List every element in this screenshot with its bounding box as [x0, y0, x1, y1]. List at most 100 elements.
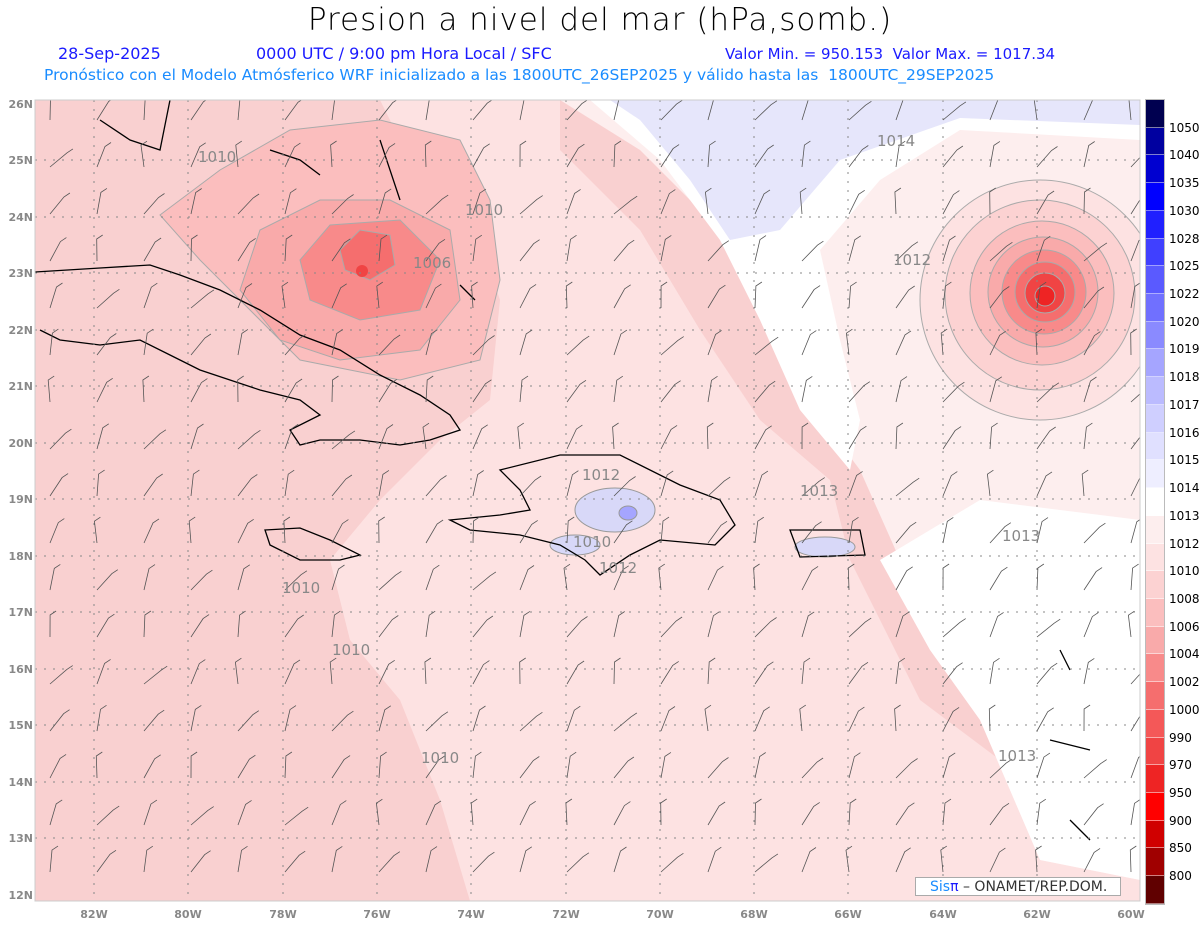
wind-barb [707, 520, 728, 544]
wind-barb [472, 335, 495, 356]
wind-barb [190, 751, 198, 779]
wind-barb [143, 845, 154, 873]
wind-barb [989, 286, 1010, 309]
wind-barb [331, 329, 343, 356]
lat-label: 16N [8, 663, 33, 676]
wind-barb [237, 710, 260, 732]
wind-barb [566, 189, 581, 215]
wind-barb [96, 333, 117, 356]
wind-barb [472, 234, 483, 262]
lat-label: 19N [8, 493, 33, 506]
wind-barb [49, 799, 63, 826]
wind-barb [143, 237, 162, 262]
wind-barb [989, 612, 1004, 638]
wind-barb [49, 428, 72, 450]
lat-label: 14N [8, 776, 33, 789]
wind-barb [707, 375, 718, 403]
wind-barb [284, 469, 295, 497]
wind-barb [660, 425, 678, 450]
wind-barb [613, 756, 635, 779]
contour-label: 1010 [282, 579, 320, 597]
wind-barb [707, 846, 722, 873]
wind-barb [566, 379, 587, 403]
wind-barb [801, 802, 820, 826]
wind-barb [331, 100, 335, 121]
wind-barb [284, 378, 303, 403]
colorbar-bin: 850 [1146, 820, 1192, 855]
wind-barb [519, 611, 531, 638]
wind-barb [942, 190, 960, 215]
wind-barb [1130, 156, 1140, 168]
colorbar-bin: 900 [1146, 792, 1192, 828]
colorbar-bin: 1000 [1146, 682, 1200, 717]
colorbar-bin: 1018 [1146, 349, 1200, 384]
wind-barb [895, 802, 915, 826]
wind-barb [942, 517, 954, 544]
wind-barb [613, 712, 638, 732]
wind-barb [1036, 146, 1058, 168]
wind-barb [237, 610, 246, 638]
credit-org: – ONAMET/REP.DOM. [962, 879, 1108, 895]
wind-barb [801, 477, 825, 497]
lat-label: 25N [8, 154, 33, 167]
wind-barb [1130, 198, 1140, 215]
wind-barb [613, 657, 621, 685]
colorbar-bin: 1013 [1146, 488, 1200, 523]
wind-barb [613, 329, 628, 356]
wind-barb [519, 100, 525, 121]
wind-barb [284, 659, 301, 685]
colorbar-label: 850 [1169, 841, 1192, 856]
wind-barb [424, 657, 432, 685]
lat-label: 18N [8, 550, 33, 563]
wind-barb [472, 705, 486, 732]
wind-barb [660, 235, 672, 262]
wind-barb [472, 660, 490, 685]
wind-barb [49, 754, 67, 779]
wind-barb [613, 100, 620, 121]
wind-barb [425, 755, 445, 779]
wind-barb [1036, 707, 1054, 732]
colorbar-bin: 1006 [1146, 598, 1200, 634]
wind-barb [942, 662, 963, 685]
wind-barb [378, 379, 397, 403]
wind-barb [660, 281, 668, 309]
wind-barb [49, 665, 73, 685]
wind-barb [190, 423, 204, 450]
wind-barb [848, 661, 869, 685]
colorbar-bin: 1022 [1146, 266, 1200, 301]
contour-label: 1013 [1002, 527, 1040, 545]
wind-barb [1036, 618, 1061, 638]
wind-barb [143, 799, 158, 826]
hurricane-low [919, 179, 1140, 421]
lat-label: 24N [8, 211, 33, 224]
wind-barb [143, 429, 167, 450]
lat-label: 12N [8, 889, 33, 902]
wind-barb [143, 610, 152, 638]
wind-barb [988, 704, 996, 732]
colorbar-label: 1017 [1169, 397, 1200, 412]
wind-barb [143, 518, 160, 544]
wind-barb [96, 288, 120, 309]
lon-label: 64W [929, 908, 956, 921]
wind-barb [425, 283, 442, 309]
colorbar-label: 1014 [1169, 481, 1200, 496]
wind-barb [190, 806, 214, 826]
wind-barb [942, 101, 967, 121]
wind-barb [566, 751, 577, 779]
wind-barb [845, 328, 853, 356]
wind-barb [660, 752, 672, 779]
colorbar-bin: 1016 [1146, 404, 1200, 440]
wind-barb [425, 238, 446, 262]
wind-barb [235, 140, 243, 168]
wind-barb [378, 705, 392, 732]
wind-barb [895, 657, 906, 685]
wind-barb [47, 375, 55, 403]
colorbar-bin: 1020 [1146, 294, 1200, 329]
wind-barb [566, 852, 590, 873]
wind-barb [1130, 282, 1140, 309]
wind-barb [96, 142, 112, 168]
wind-barb [143, 754, 161, 779]
lon-label: 62W [1023, 908, 1050, 921]
wind-barb [190, 705, 202, 732]
wind-barb [472, 571, 497, 591]
